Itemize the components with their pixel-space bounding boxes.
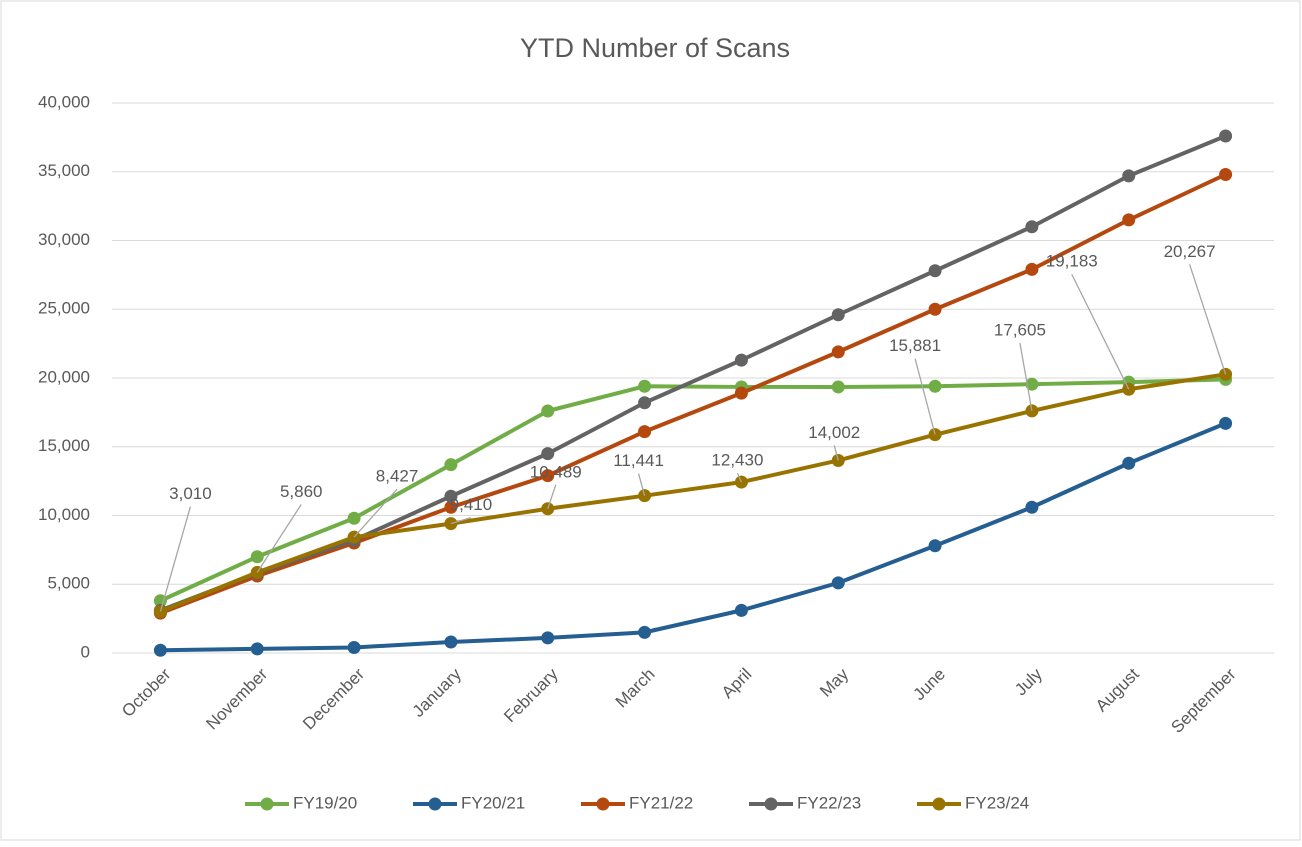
data-label: 14,002 [808,423,860,442]
legend-label: FY22/23 [797,793,861,812]
data-point [1219,416,1233,430]
leader-line [256,504,302,573]
y-tick-label: 0 [81,642,90,661]
leader-line [353,488,398,538]
data-point [1025,220,1039,234]
y-tick-label: 40,000 [38,92,90,111]
y-tick-label: 5,000 [47,574,90,593]
data-point [1219,168,1233,181]
leader-line [637,473,646,496]
data-point [928,379,942,393]
leader-line [159,506,192,612]
data-point [153,643,167,657]
data-label: 15,881 [889,336,941,355]
data-point [1122,169,1136,183]
y-tick-label: 10,000 [38,505,90,524]
legend-label: FY20/21 [461,793,525,812]
leader-line [833,445,839,461]
data-point [1122,213,1136,227]
data-label: 3,010 [169,484,212,503]
data-point [347,641,361,654]
data-label: 11,441 [613,451,664,470]
data-point [638,396,652,410]
series-line [159,134,1227,613]
data-point [638,379,652,393]
legend-marker [596,797,610,811]
series-line [159,377,1226,603]
data-point [1122,456,1136,470]
data-point [1025,262,1039,276]
data-point [250,550,264,564]
data-label: 5,860 [280,482,323,501]
legend-label: FY19/20 [293,793,357,812]
data-point [541,404,555,418]
leader-line [736,472,743,483]
leader-line [1071,273,1130,390]
legend-label: FY21/22 [629,793,693,812]
data-point [444,500,458,514]
leader-line [1188,264,1227,375]
legend-marker [260,797,274,811]
series-line [160,421,1227,653]
data-point [444,489,458,503]
data-point [928,539,942,553]
data-point [444,635,458,649]
series-line [159,172,1227,615]
data-point [153,594,167,608]
data-point [541,447,555,461]
data-label: 12,430 [711,451,763,470]
data-point [831,576,845,590]
data-point [734,353,748,367]
data-point [541,469,555,483]
legend-label: FY23/24 [965,793,1029,812]
data-label: 20,267 [1164,242,1216,261]
data-point [831,380,845,394]
y-tick-label: 20,000 [38,367,90,386]
data-point [1025,377,1039,391]
data-point [734,386,748,400]
data-point [928,302,942,316]
data-point [1025,500,1039,514]
legend-marker [932,797,946,811]
data-point [638,425,652,439]
y-tick-label: 35,000 [38,161,90,180]
data-label: 10,489 [530,462,582,481]
data-point [638,625,652,639]
y-tick-label: 15,000 [38,436,90,455]
data-label: 17,605 [994,320,1046,339]
data-point [928,264,942,278]
data-point [734,603,748,617]
y-tick-label: 30,000 [38,230,90,249]
leader-line [547,484,557,509]
legend-marker [428,797,442,811]
data-point [347,511,361,525]
leader-line [1019,342,1033,412]
data-point [1219,129,1233,143]
data-label: 9,410 [450,495,493,514]
leader-line [450,516,472,525]
data-point [831,308,845,322]
data-label: 8,427 [376,467,419,486]
legend-marker [764,797,778,811]
data-point [250,642,264,656]
leader-line [914,358,936,435]
data-point [831,345,845,359]
data-point [541,631,555,645]
y-tick-label: 25,000 [38,299,90,318]
data-point [444,458,458,472]
data-label: 19,183 [1046,252,1098,271]
series-line [159,372,1226,614]
chart-title: YTD Number of Scans [520,33,790,63]
